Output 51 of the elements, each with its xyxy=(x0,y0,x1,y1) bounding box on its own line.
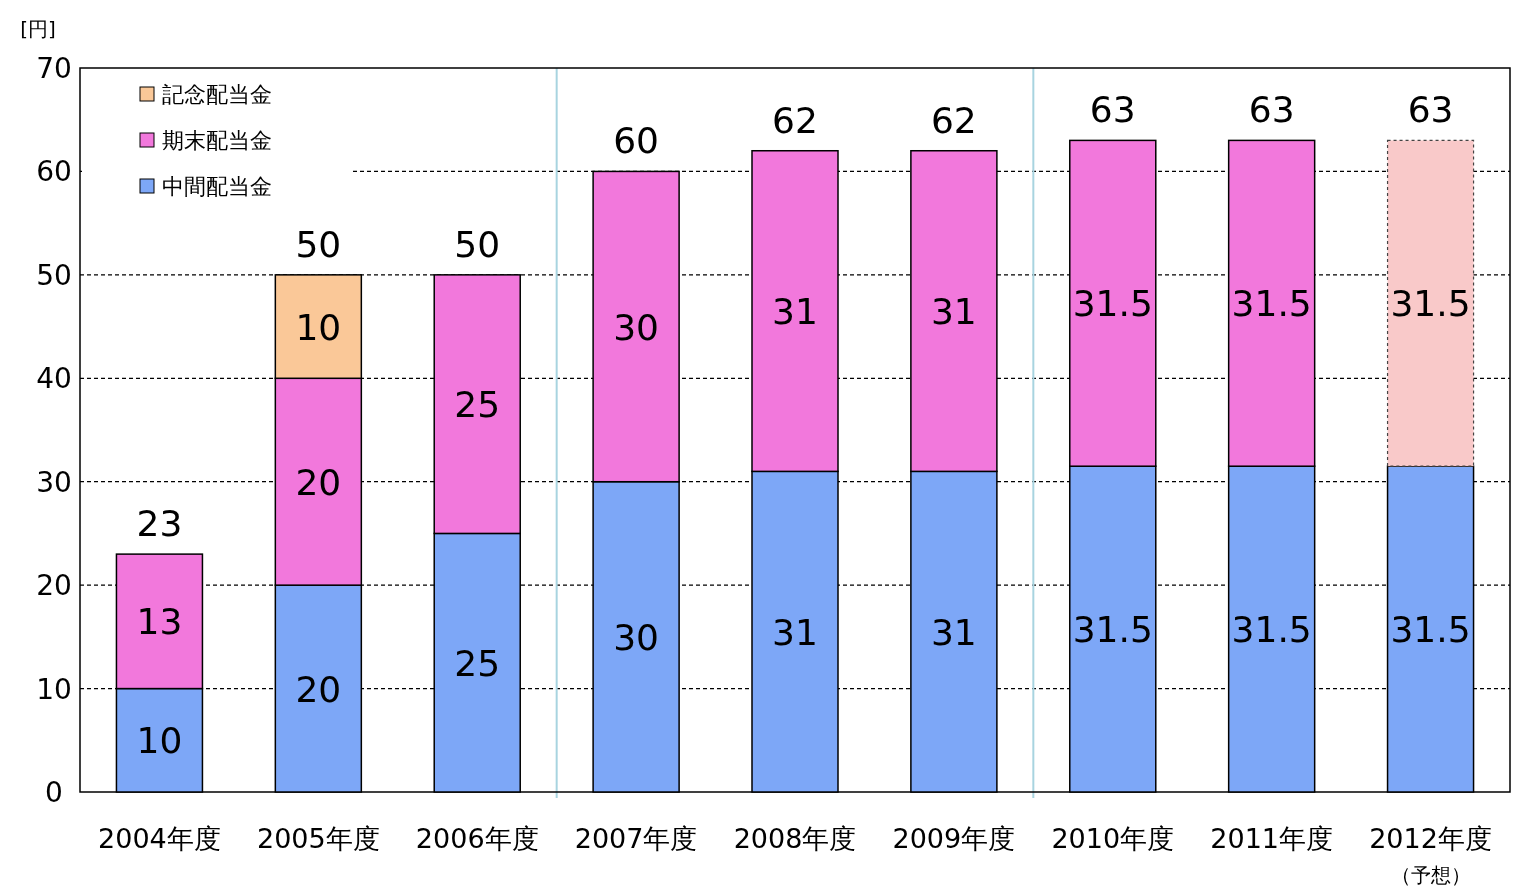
text: （予想） xyxy=(1390,863,1471,887)
x-tick-label: 2005年度 xyxy=(256,823,380,854)
y-tick-label: 50 xyxy=(36,258,72,292)
total-label: 63 xyxy=(1407,89,1454,131)
data-label: 30 xyxy=(613,616,660,658)
data-label: 31.5 xyxy=(1390,609,1471,651)
data-label: 10 xyxy=(136,720,183,762)
x-tick-label: 2006年度 xyxy=(415,823,539,854)
x-tick-label: 2004年度 xyxy=(98,823,221,854)
legend-label: 記念配当金 xyxy=(162,82,272,107)
y-tick-label: 10 xyxy=(36,672,72,706)
x-tick-label: 2007年度 xyxy=(574,823,698,854)
total-label: 50 xyxy=(295,223,342,265)
x-tick-label: 2012年度 xyxy=(1369,823,1492,854)
y-axis-title: [円] xyxy=(20,17,56,41)
y-tick-label: 20 xyxy=(36,569,72,603)
data-label: 20 xyxy=(295,461,342,503)
total-label: 50 xyxy=(454,223,501,265)
data-label: 25 xyxy=(454,384,501,426)
data-label: 13 xyxy=(136,601,183,643)
data-label: 31.5 xyxy=(1390,283,1471,325)
y-tick-label: 60 xyxy=(36,155,72,189)
y-tick-label: 40 xyxy=(36,362,72,396)
data-label: 31 xyxy=(772,291,818,333)
y-tick-label: 70 xyxy=(36,52,72,85)
data-label: 31.5 xyxy=(1231,609,1312,651)
data-label: 31 xyxy=(930,611,977,653)
total-label: 63 xyxy=(1089,89,1136,131)
total-label: 60 xyxy=(613,120,660,162)
x-tick-label: 2010年度 xyxy=(1051,823,1175,854)
data-label: 31 xyxy=(772,611,818,653)
data-label: 31.5 xyxy=(1072,609,1153,651)
data-label: 31.5 xyxy=(1231,283,1312,325)
y-tick-label: 0 xyxy=(45,776,63,809)
x-tick-label: 2008年度 xyxy=(733,823,857,854)
x-tick-label: 2009年度 xyxy=(892,823,1016,854)
total-label: 63 xyxy=(1248,89,1295,131)
data-label: 30 xyxy=(613,306,660,348)
total-label: 62 xyxy=(772,99,818,141)
legend-label: 中間配当金 xyxy=(162,174,272,199)
data-label: 20 xyxy=(295,668,342,710)
data-label: 10 xyxy=(295,306,342,348)
total-label: 23 xyxy=(136,503,183,545)
total-label: 62 xyxy=(930,99,977,141)
data-label: 31.5 xyxy=(1072,283,1153,325)
x-tick-label: 2011年度 xyxy=(1210,823,1334,854)
data-label: 31 xyxy=(930,291,977,333)
y-tick-label: 30 xyxy=(36,465,72,499)
bar xyxy=(1386,139,1475,467)
legend-label: 期末配当金 xyxy=(162,128,272,153)
data-label: 25 xyxy=(454,642,501,684)
